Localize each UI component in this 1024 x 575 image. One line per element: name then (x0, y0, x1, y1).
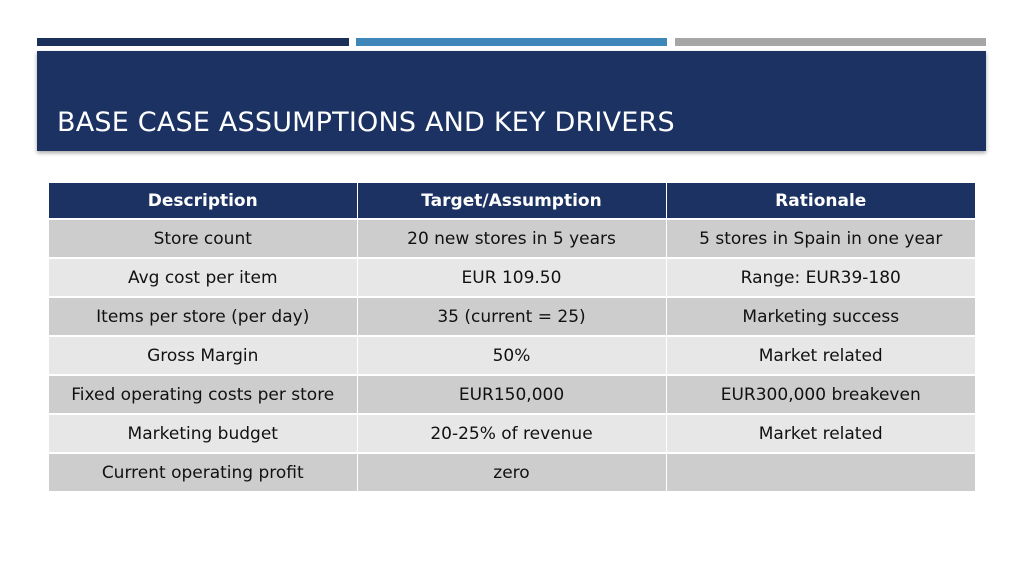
table-row: Avg cost per item EUR 109.50 Range: EUR3… (49, 258, 975, 298)
accent-bar-light-blue (356, 38, 667, 46)
table-cell-target: 20 new stores in 5 years (357, 219, 667, 259)
table-cell-description: Current operating profit (49, 453, 358, 493)
table-row: Gross Margin 50% Market related (49, 336, 975, 376)
table-row: Items per store (per day) 35 (current = … (49, 297, 975, 337)
table-cell-rationale (666, 453, 975, 493)
table-cell-target: 50% (357, 336, 667, 376)
table-cell-rationale: Range: EUR39-180 (666, 258, 975, 298)
table-row: Store count 20 new stores in 5 years 5 s… (49, 219, 975, 259)
table-row: Marketing budget 20-25% of revenue Marke… (49, 414, 975, 454)
table-cell-target: 20-25% of revenue (357, 414, 667, 454)
table-cell-target: EUR 109.50 (357, 258, 667, 298)
accent-bar-gray (675, 38, 986, 46)
accent-bar-dark-blue (37, 38, 349, 46)
title-band: BASE CASE ASSUMPTIONS AND KEY DRIVERS (37, 51, 986, 151)
table-cell-description: Marketing budget (49, 414, 358, 454)
column-header-rationale: Rationale (666, 183, 975, 220)
table-cell-description: Gross Margin (49, 336, 358, 376)
table-cell-rationale: EUR300,000 breakeven (666, 375, 975, 415)
table-row: Fixed operating costs per store EUR150,0… (49, 375, 975, 415)
table-cell-rationale: Market related (666, 336, 975, 376)
table-cell-description: Store count (49, 219, 358, 259)
table-cell-rationale: 5 stores in Spain in one year (666, 219, 975, 259)
table-cell-target: 35 (current = 25) (357, 297, 667, 337)
table-cell-description: Avg cost per item (49, 258, 358, 298)
slide-title: BASE CASE ASSUMPTIONS AND KEY DRIVERS (57, 107, 675, 138)
table-cell-description: Items per store (per day) (49, 297, 358, 337)
table-cell-rationale: Marketing success (666, 297, 975, 337)
table-cell-description: Fixed operating costs per store (49, 375, 358, 415)
column-header-description: Description (49, 183, 358, 220)
table-cell-target: EUR150,000 (357, 375, 667, 415)
assumptions-table: Description Target/Assumption Rationale … (49, 183, 975, 493)
table-cell-target: zero (357, 453, 667, 493)
table-header-row: Description Target/Assumption Rationale (49, 183, 975, 220)
table-row: Current operating profit zero (49, 453, 975, 493)
column-header-target-assumption: Target/Assumption (357, 183, 667, 220)
table-cell-rationale: Market related (666, 414, 975, 454)
